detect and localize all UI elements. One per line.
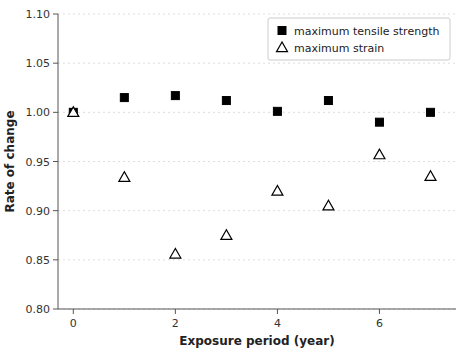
point <box>170 248 181 258</box>
legend-marker <box>278 27 286 35</box>
grid-line <box>58 309 456 310</box>
x-tick-label: 2 <box>172 317 179 330</box>
x-tick <box>379 309 380 314</box>
grid <box>58 14 456 309</box>
axes: 0 2 4 6 0.80 0.85 0.90 0.95 1.00 1.05 1.10 <box>26 8 457 330</box>
y-tick-label: 1.00 <box>26 106 51 119</box>
x-axis-label: Exposure period (year) <box>179 334 334 348</box>
y-tick <box>53 63 58 64</box>
y-tick-label: 1.10 <box>26 8 51 21</box>
point <box>222 97 230 105</box>
grid-line <box>58 259 456 260</box>
x-tick <box>175 309 176 314</box>
grid-line <box>58 161 456 162</box>
y-tick <box>53 210 58 211</box>
legend-label: maximum tensile strength <box>294 25 439 38</box>
y-tick <box>53 112 58 113</box>
point <box>273 107 281 115</box>
point <box>171 92 179 100</box>
point <box>375 118 383 126</box>
grid-line <box>58 63 456 64</box>
y-tick <box>53 161 58 162</box>
legend-box <box>268 18 450 60</box>
y-tick-label: 0.95 <box>26 156 51 169</box>
y-tick <box>53 259 58 260</box>
point <box>120 94 128 102</box>
point <box>68 107 79 117</box>
y-tick <box>53 309 58 310</box>
y-tick-label: 0.90 <box>26 205 51 218</box>
point <box>425 171 436 181</box>
grid-line <box>58 112 456 113</box>
x-tick <box>277 309 278 314</box>
grid-line <box>58 210 456 211</box>
y-tick-label: 0.85 <box>26 254 51 267</box>
point <box>221 230 232 240</box>
point <box>324 97 332 105</box>
x-tick-label: 6 <box>376 317 383 330</box>
x-tick <box>73 309 74 314</box>
point <box>272 186 283 196</box>
point <box>374 149 385 159</box>
y-tick <box>53 14 58 15</box>
x-tick-label: 4 <box>274 317 281 330</box>
legend: maximum tensile strength maximum strain <box>268 18 450 60</box>
point <box>323 200 334 210</box>
x-tick-label: 0 <box>70 317 77 330</box>
point <box>119 172 130 182</box>
y-tick-label: 0.80 <box>26 303 51 316</box>
grid-line <box>58 14 456 15</box>
series <box>69 92 434 127</box>
legend-marker <box>277 42 288 52</box>
y-tick-label: 1.05 <box>26 57 51 70</box>
plot-area <box>68 92 436 258</box>
y-axis-label: Rate of change <box>3 110 17 212</box>
chart: 0 2 4 6 0.80 0.85 0.90 0.95 1.00 1.05 1.10 Exposure… <box>0 0 472 355</box>
legend-label: maximum strain <box>294 42 384 55</box>
point <box>426 108 434 116</box>
series <box>68 107 436 258</box>
x-axis-line <box>58 309 456 310</box>
